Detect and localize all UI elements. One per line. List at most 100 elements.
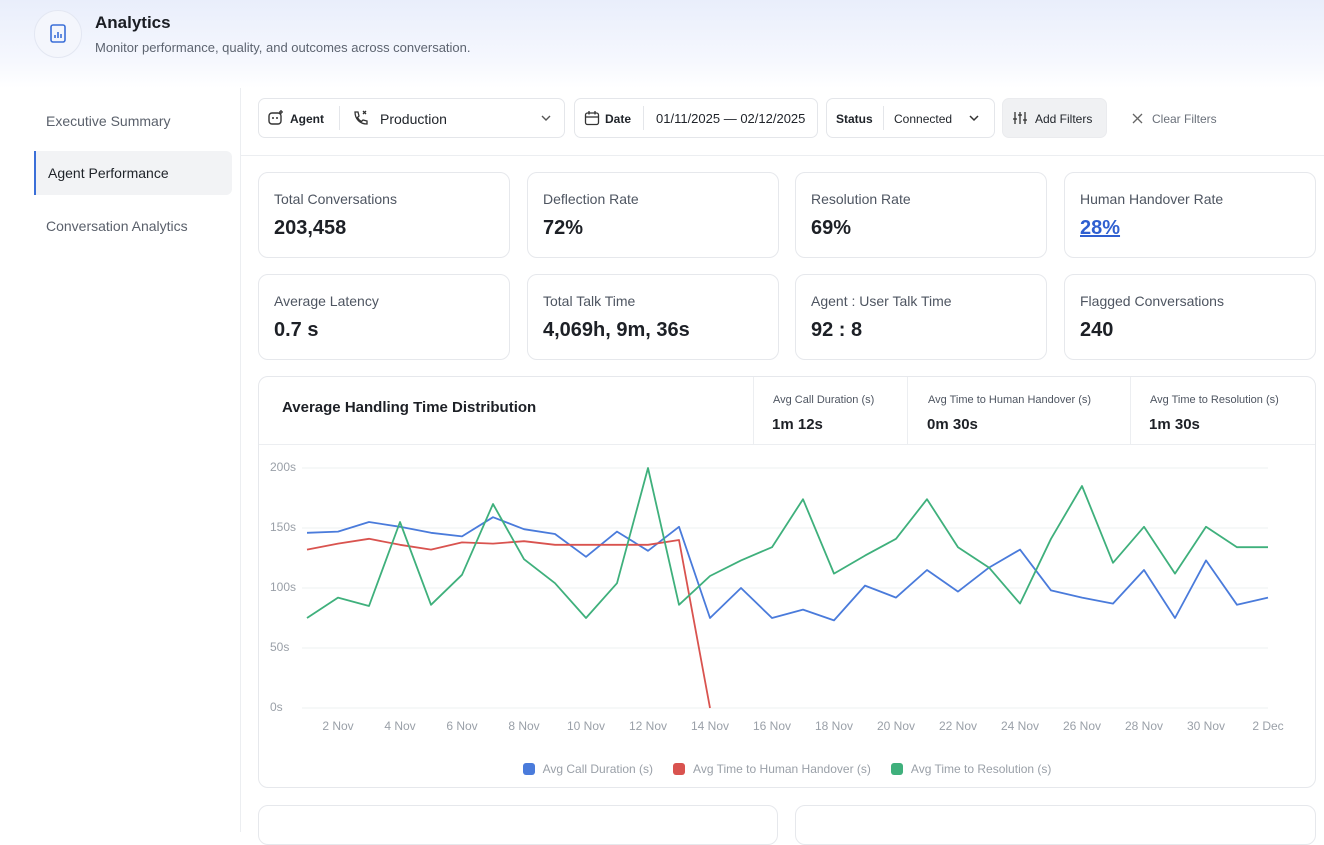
- x-tick-label: 30 Nov: [1187, 719, 1225, 733]
- stat-label: Avg Call Duration (s): [773, 394, 875, 406]
- nav-active-bg: [34, 151, 232, 195]
- stat-cell: [1130, 377, 1316, 444]
- clear-filters[interactable]: Clear Filters: [1152, 112, 1217, 126]
- x-tick-label: 28 Nov: [1125, 719, 1163, 733]
- sidebar: [0, 88, 241, 832]
- date-label: Date: [605, 112, 632, 126]
- legend: Avg Call Duration (s) Avg Time to Human H…: [258, 762, 1316, 776]
- date-filter[interactable]: [574, 98, 818, 138]
- x-tick-label: 24 Nov: [1001, 719, 1039, 733]
- kpi-card: [795, 172, 1047, 258]
- legend-label: Avg Time to Resolution (s): [910, 762, 1052, 776]
- logo: [34, 10, 82, 58]
- kpi-card: [258, 172, 510, 258]
- status-value: Connected: [894, 112, 953, 126]
- divider: [241, 155, 1324, 156]
- kpi-card: [258, 274, 510, 360]
- legend-item: Avg Time to Human Handover (s): [673, 762, 871, 776]
- stat-value: 0m 30s: [927, 416, 978, 433]
- logo-icon: [50, 24, 66, 43]
- kpi-label: Total Conversations: [274, 191, 397, 207]
- legend-item: Avg Call Duration (s): [522, 762, 654, 776]
- kpi-label: Deflection Rate: [543, 191, 639, 207]
- x-tick-label: 8 Nov: [508, 719, 539, 733]
- kpi-value: 92 : 8: [811, 319, 863, 341]
- agent-icon: [268, 110, 283, 125]
- kpi-label: Human Handover Rate: [1080, 191, 1224, 207]
- kpi-card: [1064, 172, 1316, 258]
- kpi-value: 28%: [1080, 217, 1121, 239]
- kpi-value: 69%: [811, 217, 852, 239]
- x-tick-label: 18 Nov: [815, 719, 853, 733]
- y-tick-label: 150s: [270, 520, 296, 534]
- chevron: [541, 115, 551, 121]
- y-tick-label: 200s: [270, 460, 296, 474]
- agent-filter[interactable]: [258, 98, 565, 138]
- separator: [883, 106, 884, 130]
- chart-title: Average Handling Time Distribution: [282, 399, 537, 416]
- separator: [643, 106, 644, 130]
- status-label: Status: [836, 112, 873, 126]
- kpi-card: [527, 274, 779, 360]
- legend-item: Avg Time to Resolution (s): [890, 762, 1052, 776]
- sliders-icon: [1013, 112, 1027, 124]
- kpi-card: [1064, 274, 1316, 360]
- stat-value: 1m 30s: [1149, 416, 1200, 433]
- y-tick-label: 100s: [270, 580, 296, 594]
- page-title: Analytics: [95, 13, 171, 32]
- y-tick-label: 0s: [270, 700, 283, 714]
- kpi-label: Flagged Conversations: [1080, 293, 1224, 309]
- x-tick-label: 2 Dec: [1252, 719, 1283, 733]
- nav-item[interactable]: Agent Performance: [48, 165, 169, 181]
- phone-icon: [354, 110, 368, 125]
- kpi-card: [527, 172, 779, 258]
- x-tick-label: 6 Nov: [446, 719, 477, 733]
- stat-label: Avg Time to Resolution (s): [1150, 394, 1279, 406]
- panel-divider: [259, 444, 1315, 445]
- x-tick-label: 12 Nov: [629, 719, 667, 733]
- calendar-icon: [584, 111, 600, 126]
- kpi-label: Total Talk Time: [543, 293, 636, 309]
- legend-swatch: [522, 763, 535, 775]
- legend-label: Avg Time to Human Handover (s): [693, 762, 871, 776]
- card-partial: [258, 805, 778, 845]
- x-tick-label: 26 Nov: [1063, 719, 1101, 733]
- add-filters-label: Add Filters: [1035, 112, 1093, 126]
- kpi-value: 240: [1080, 319, 1114, 341]
- stat-cell: [753, 377, 908, 444]
- header: [0, 0, 1324, 88]
- page-subtitle: Monitor performance, quality, and outcom…: [95, 40, 471, 55]
- x-tick-label: 2 Nov: [322, 719, 353, 733]
- x-tick-label: 22 Nov: [939, 719, 977, 733]
- close-icon[interactable]: [1132, 113, 1143, 124]
- card-partial: [795, 805, 1316, 845]
- series-line: [306, 516, 1269, 622]
- legend-swatch: [890, 763, 903, 775]
- kpi-value: 72%: [543, 217, 584, 239]
- stat-value: 1m 12s: [772, 416, 823, 433]
- legend-label: Avg Call Duration (s): [542, 762, 654, 776]
- kpi-label: Average Latency: [274, 293, 379, 309]
- status-filter[interactable]: [826, 98, 995, 138]
- kpi-value: 4,069h, 9m, 36s: [543, 319, 690, 341]
- date-value: 01/11/2025 — 02/12/2025: [656, 111, 806, 126]
- kpi-card: [795, 274, 1047, 360]
- kpi-value: 203,458: [274, 217, 347, 239]
- nav-item[interactable]: Executive Summary: [46, 113, 171, 129]
- series-line: [306, 467, 1268, 619]
- x-tick-label: 4 Nov: [384, 719, 415, 733]
- x-tick-label: 20 Nov: [877, 719, 915, 733]
- x-tick-label: 16 Nov: [753, 719, 791, 733]
- y-tick-label: 50s: [270, 640, 289, 654]
- legend-swatch: [673, 763, 686, 775]
- nav-item[interactable]: Conversation Analytics: [46, 218, 188, 234]
- kpi-label: Resolution Rate: [811, 191, 911, 207]
- chart: 0s 50s 100s 150s 200s 2 Nov 4 Nov 6 Nov 8 Nov 10 …: [270, 460, 1284, 733]
- kpi-label: Agent : User Talk Time: [811, 293, 952, 309]
- stat-cell: [907, 377, 1131, 444]
- separator: [339, 106, 340, 130]
- agent-label: Agent: [290, 112, 324, 126]
- x-tick-label: 10 Nov: [567, 719, 605, 733]
- stat-label: Avg Time to Human Handover (s): [928, 394, 1092, 406]
